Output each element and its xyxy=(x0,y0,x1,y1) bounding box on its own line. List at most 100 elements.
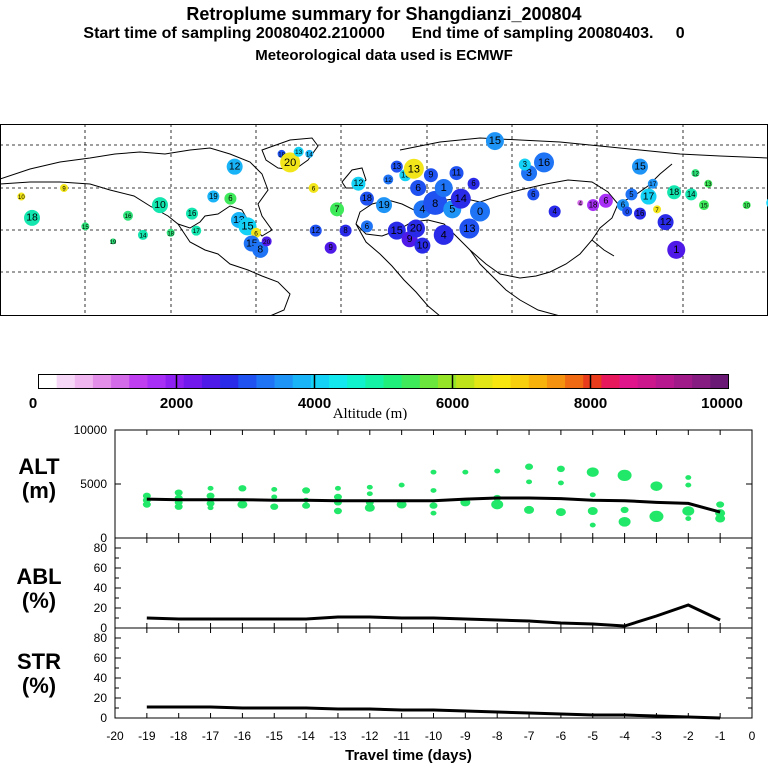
map-point xyxy=(685,188,698,201)
map-point-label: 6 xyxy=(415,183,421,194)
alt-series-line xyxy=(146,496,721,514)
y-tick-label: 20 xyxy=(94,691,108,705)
alt-point xyxy=(617,469,632,481)
alt-point xyxy=(271,487,278,492)
panel-frame xyxy=(114,627,753,719)
colorbar-cell xyxy=(655,374,675,389)
map-point xyxy=(485,132,504,151)
start-label: Start time of sampling xyxy=(83,25,252,42)
colorbar-cell xyxy=(329,374,348,389)
map-point-label: 20 xyxy=(284,157,296,169)
map-point xyxy=(414,237,431,254)
map-point xyxy=(309,224,322,237)
map-point-label: 10 xyxy=(417,240,429,251)
alt-point xyxy=(430,510,437,516)
map-point xyxy=(699,200,709,211)
map-point-label: 6 xyxy=(471,179,475,188)
alt-panel: 10000 5000 0 xyxy=(74,423,753,545)
map-point-label: 10 xyxy=(154,200,166,211)
map-point xyxy=(324,241,337,254)
colorbar-tick-label: 6000 xyxy=(436,395,469,412)
colorbar-cell xyxy=(256,374,275,389)
x-axis-title: Travel time (days) xyxy=(345,747,472,764)
colorbar-tick-label: 10000 xyxy=(701,395,743,412)
colorbar-cell xyxy=(601,374,620,389)
alt-point xyxy=(302,502,311,509)
map-point-label: 13 xyxy=(463,223,475,235)
y-tick-label: 60 xyxy=(94,561,108,575)
map-point xyxy=(598,193,613,208)
colorbar-cell xyxy=(637,374,657,389)
alt-point xyxy=(271,494,278,500)
map-point xyxy=(467,177,480,190)
alt-point xyxy=(462,469,469,475)
colorbar-cell xyxy=(401,374,421,389)
colorbar-cell xyxy=(201,374,221,389)
x-tick-label: -18 xyxy=(170,729,188,743)
map-point xyxy=(625,188,638,201)
alt-point xyxy=(587,507,598,515)
map-point-label: 1 xyxy=(673,244,679,256)
map-point-label: 5 xyxy=(629,190,634,199)
colorbar-cell xyxy=(347,374,366,389)
map-point-label: 8 xyxy=(432,198,438,210)
map-point-label: 15 xyxy=(634,161,646,172)
x-tick-label: -13 xyxy=(329,729,347,743)
map-point xyxy=(186,207,198,220)
alt-point xyxy=(650,481,663,491)
map-point xyxy=(383,174,394,185)
map-point xyxy=(647,178,658,189)
alt-point xyxy=(685,516,692,521)
map-point-label: 4 xyxy=(579,201,583,207)
colorbar-cell xyxy=(583,374,602,389)
x-tick-label: -3 xyxy=(651,729,662,743)
colorbar-cell xyxy=(74,374,94,389)
map-point xyxy=(423,168,438,183)
map-point-label: 18 xyxy=(589,201,598,210)
colorbar-cell xyxy=(710,374,729,389)
alt-point xyxy=(206,500,215,507)
map-point xyxy=(24,209,40,226)
x-tick-label: -20 xyxy=(106,729,124,743)
map-point-label: 16 xyxy=(636,209,645,218)
map-point-label: 9 xyxy=(62,187,66,193)
map-point-label: 15 xyxy=(241,221,253,233)
colorbar-cell xyxy=(528,374,548,389)
x-tick-label: -2 xyxy=(683,729,694,743)
map-point-label: 6 xyxy=(254,230,258,237)
map-point-label: 6 xyxy=(365,222,369,231)
alt-point xyxy=(430,488,437,493)
x-tick-label: 0 xyxy=(749,729,756,743)
map-point xyxy=(577,199,584,206)
map-point-label: 3 xyxy=(523,160,527,169)
map-point xyxy=(339,224,352,237)
alt-point xyxy=(302,487,311,494)
map-point xyxy=(81,222,90,231)
map-point-label: 14 xyxy=(687,190,696,199)
map-point-label: 19 xyxy=(110,240,117,246)
alt-point xyxy=(174,489,183,496)
colorbar-cell xyxy=(674,374,693,389)
map-point xyxy=(667,185,682,200)
map-point-label: 13 xyxy=(295,149,303,156)
map-point xyxy=(261,236,272,247)
map-point-label: 16 xyxy=(538,157,550,169)
alt-point xyxy=(586,467,599,477)
abl-panel-label: ABL (%) xyxy=(16,564,62,613)
map-point-label: 18 xyxy=(167,231,174,237)
y-tick-label: 80 xyxy=(94,631,108,645)
alt-point xyxy=(333,493,342,501)
map-point-label: 6 xyxy=(603,195,608,205)
map-point xyxy=(459,218,480,239)
map-point-label: 15 xyxy=(82,225,89,231)
map-frame xyxy=(0,124,768,316)
alt-point xyxy=(366,484,373,490)
colorbar-cell xyxy=(292,374,312,389)
alt-point xyxy=(491,499,504,510)
colorbar-cell xyxy=(419,374,439,389)
map-point-label: 13 xyxy=(705,182,712,188)
x-tick-label: -14 xyxy=(297,729,315,743)
map-point xyxy=(640,188,657,205)
